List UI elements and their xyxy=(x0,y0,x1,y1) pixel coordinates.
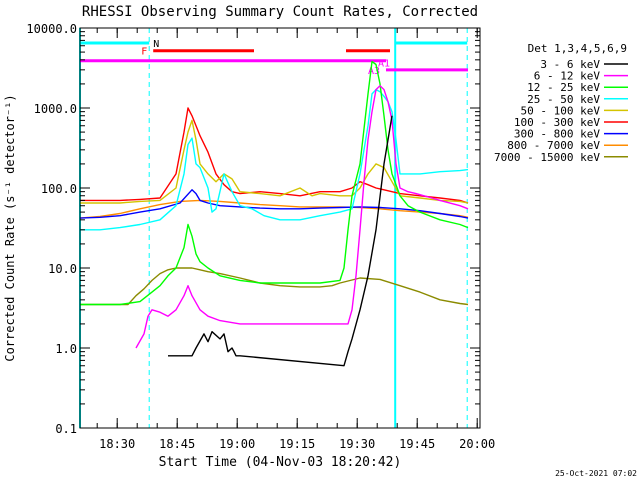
series-line-7 xyxy=(79,199,469,219)
series-line-4 xyxy=(80,119,469,204)
series-line-1 xyxy=(135,84,469,349)
chart-title: RHESSI Observing Summary Count Rates, Co… xyxy=(82,4,478,20)
y-tick-label-5: 10000.0 xyxy=(26,22,77,36)
y-tick-label-0: 0.1 xyxy=(55,422,77,436)
night-bar-label: N xyxy=(153,39,159,50)
series-line-2 xyxy=(80,60,469,306)
legend-label-6: 300 - 800 keV xyxy=(514,128,600,141)
y-tick-label-2: 10.0 xyxy=(48,262,77,276)
legend-label-3: 25 - 50 keV xyxy=(527,93,600,106)
x-tick-label-0: 18:30 xyxy=(99,437,135,451)
footer-timestamp: 25-Oct-2021 07:02 xyxy=(555,469,637,478)
y-tick-label-3: 100.0 xyxy=(41,182,77,196)
y-tick-label-1: 1.0 xyxy=(55,342,77,356)
legend-label-2: 12 - 25 keV xyxy=(527,81,600,94)
x-tick-label-1: 18:45 xyxy=(159,437,195,451)
series-line-6 xyxy=(79,189,469,219)
legend-label-7: 800 - 7000 keV xyxy=(507,139,600,152)
attenuator-label-a1: A1 xyxy=(378,59,390,70)
y-axis-label: Corrected Count Rate (s⁻¹ detector⁻¹) xyxy=(3,94,17,361)
axes: 0.1 1.0 10.0 100.0 1000.0 10000.0 18:30 18:45 19… xyxy=(26,22,495,451)
legend-label-1: 6 - 12 keV xyxy=(534,70,601,83)
y-tick-label-4: 1000.0 xyxy=(34,102,77,116)
x-axis-label: Start Time (04-Nov-03 18:20:42) xyxy=(159,455,402,470)
x-tick-label-4: 19:30 xyxy=(339,437,375,451)
series-line-0 xyxy=(168,115,393,367)
x-tick-label-5: 19:45 xyxy=(399,437,435,451)
legend-label-5: 100 - 300 keV xyxy=(514,116,600,129)
x-tick-label-3: 19:15 xyxy=(279,437,315,451)
series-line-8 xyxy=(80,267,469,306)
flare-bar-label: F xyxy=(141,47,147,58)
attenuator-label-a3: A3 xyxy=(368,66,380,77)
legend-label-4: 50 - 100 keV xyxy=(521,104,601,117)
series-line-3 xyxy=(80,88,469,231)
x-tick-label-6: 20:00 xyxy=(459,437,495,451)
plot-frame xyxy=(79,27,481,429)
legend-title: Det 1,3,4,5,6,9 xyxy=(528,42,627,55)
legend-label-8: 7000 - 15000 keV xyxy=(494,151,600,164)
x-tick-label-2: 19:00 xyxy=(219,437,255,451)
legend-label-0: 3 - 6 keV xyxy=(540,58,600,71)
